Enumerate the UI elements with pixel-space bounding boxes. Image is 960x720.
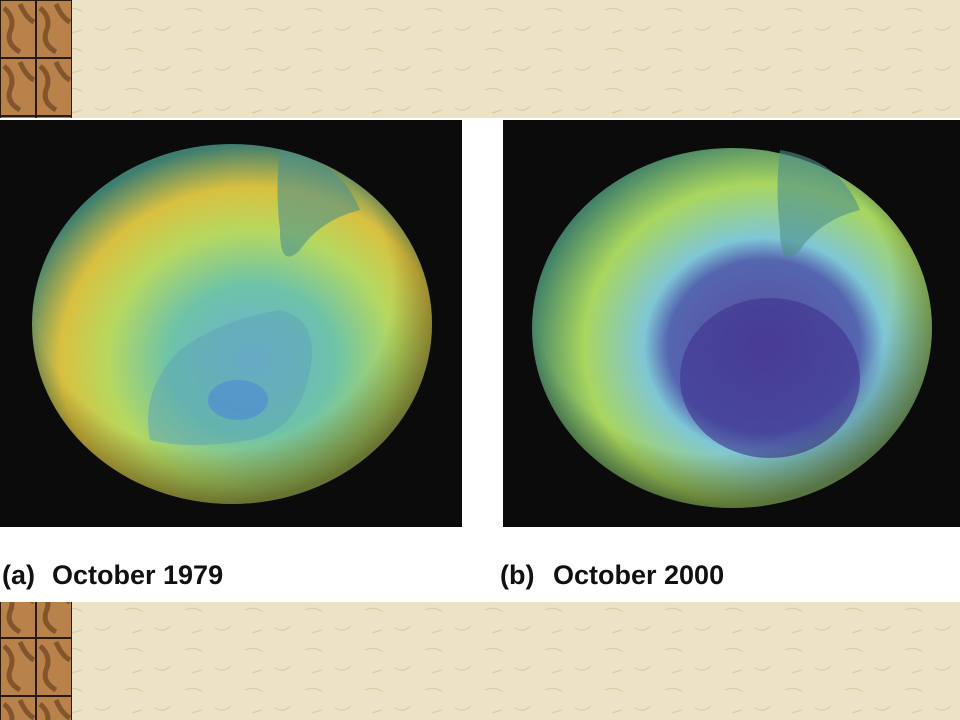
panel-caption: October 1979 [52,560,223,590]
wood-strip [0,602,72,720]
globe-panel-b [503,120,960,527]
panel-tag: (b) [500,560,534,590]
wood-strip [0,0,72,118]
globe-panel-a [0,120,462,527]
panel-tag: (a) [2,560,35,590]
panel-caption: October 2000 [553,560,724,590]
